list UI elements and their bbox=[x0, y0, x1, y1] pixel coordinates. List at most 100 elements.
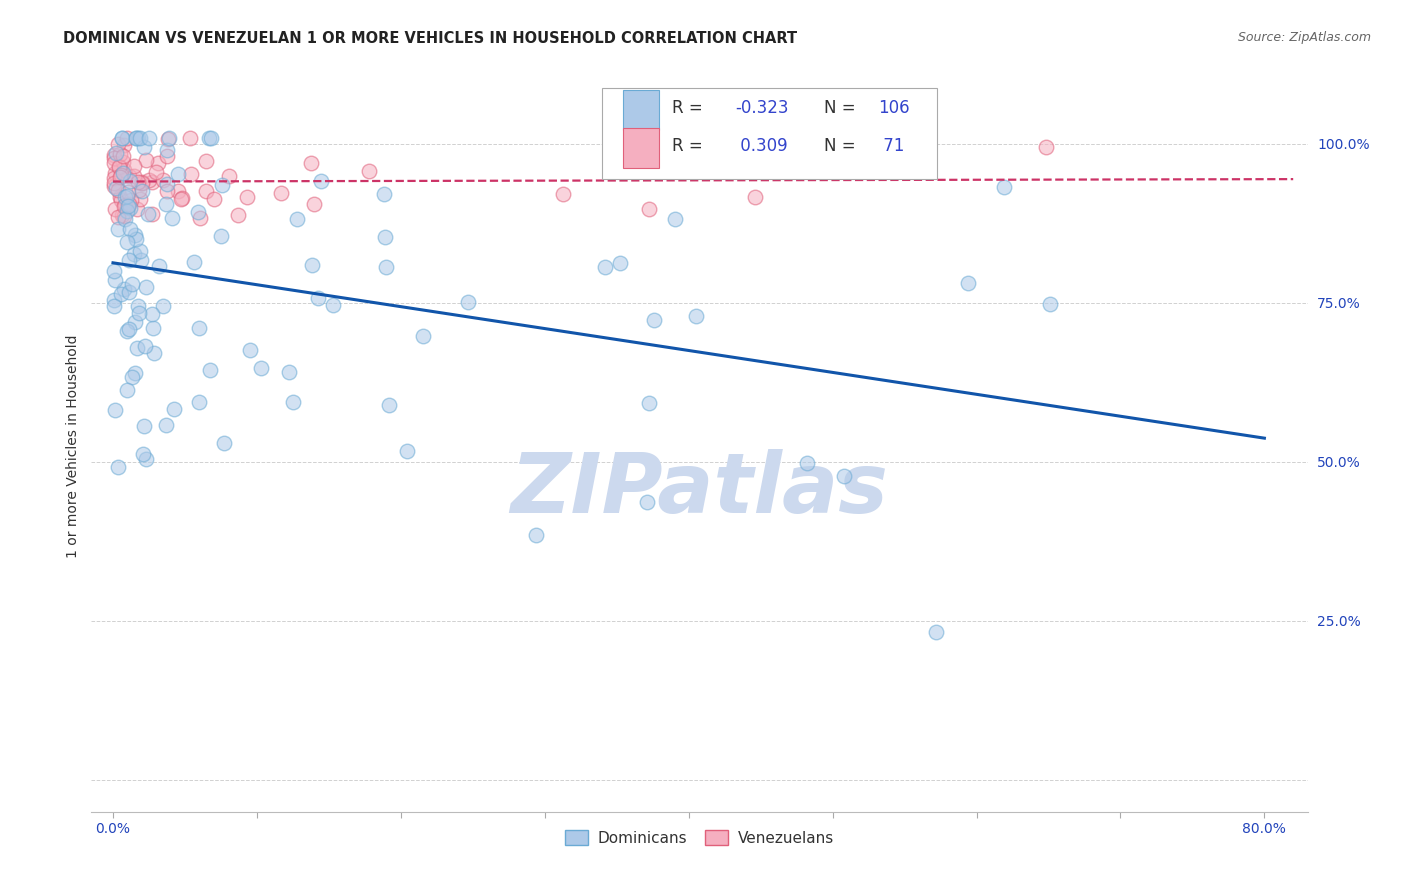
Point bbox=[107, 222, 129, 236]
Point bbox=[270, 186, 292, 200]
Point bbox=[187, 205, 209, 219]
Point bbox=[108, 189, 131, 203]
Point bbox=[107, 460, 129, 475]
Point bbox=[190, 211, 212, 226]
Point bbox=[114, 209, 136, 223]
FancyBboxPatch shape bbox=[602, 87, 936, 179]
Point bbox=[302, 197, 325, 211]
Point bbox=[156, 143, 179, 157]
Point bbox=[118, 322, 141, 336]
Point bbox=[118, 197, 141, 211]
Point bbox=[114, 212, 136, 227]
Text: DOMINICAN VS VENEZUELAN 1 OR MORE VEHICLES IN HOUSEHOLD CORRELATION CHART: DOMINICAN VS VENEZUELAN 1 OR MORE VEHICL… bbox=[63, 31, 797, 46]
Point bbox=[285, 211, 308, 226]
Point bbox=[526, 527, 548, 541]
Point bbox=[107, 160, 129, 174]
Point bbox=[112, 138, 135, 153]
Point bbox=[125, 232, 148, 246]
Point bbox=[118, 253, 141, 268]
Point bbox=[142, 321, 165, 335]
Point bbox=[117, 186, 139, 200]
Text: N =: N = bbox=[824, 99, 860, 117]
Point bbox=[141, 175, 163, 189]
Point bbox=[110, 286, 132, 301]
Point bbox=[129, 130, 152, 145]
Point bbox=[117, 285, 139, 299]
Text: R =: R = bbox=[672, 99, 707, 117]
Point bbox=[250, 360, 273, 375]
Point bbox=[129, 253, 152, 268]
Point bbox=[127, 175, 149, 189]
Point bbox=[277, 365, 299, 379]
Point bbox=[156, 177, 179, 191]
Point bbox=[796, 456, 818, 470]
Point bbox=[115, 324, 138, 338]
Point bbox=[160, 211, 183, 226]
Point bbox=[188, 395, 211, 409]
Point bbox=[198, 363, 221, 377]
Point bbox=[198, 130, 221, 145]
Point bbox=[107, 183, 129, 197]
Point bbox=[135, 452, 157, 467]
Text: R =: R = bbox=[672, 137, 707, 155]
Point bbox=[121, 277, 143, 291]
Text: 106: 106 bbox=[879, 99, 910, 117]
Point bbox=[107, 137, 129, 152]
Point bbox=[226, 208, 249, 222]
Point bbox=[155, 184, 177, 198]
Text: 71: 71 bbox=[879, 137, 904, 155]
Point bbox=[107, 210, 129, 224]
Point bbox=[120, 193, 142, 207]
Point bbox=[685, 309, 707, 323]
Point bbox=[103, 170, 125, 185]
Point bbox=[157, 132, 180, 146]
Point bbox=[131, 176, 153, 190]
Point bbox=[146, 156, 169, 170]
Point bbox=[209, 228, 232, 243]
Point bbox=[114, 168, 136, 182]
Point bbox=[108, 169, 131, 184]
Point bbox=[103, 300, 125, 314]
Point bbox=[108, 147, 131, 161]
Point bbox=[135, 280, 157, 294]
Point bbox=[377, 398, 399, 412]
Point bbox=[121, 370, 143, 384]
Point bbox=[103, 293, 125, 307]
Point bbox=[239, 343, 262, 357]
Point bbox=[157, 130, 180, 145]
Point bbox=[110, 193, 132, 207]
Point bbox=[183, 255, 205, 269]
Point bbox=[128, 183, 150, 197]
Point bbox=[128, 192, 150, 206]
Y-axis label: 1 or more Vehicles in Household: 1 or more Vehicles in Household bbox=[66, 334, 80, 558]
Point bbox=[125, 130, 148, 145]
Point bbox=[395, 444, 418, 458]
Point bbox=[124, 315, 146, 329]
Point bbox=[112, 162, 135, 177]
Point bbox=[152, 299, 174, 313]
Point bbox=[103, 178, 125, 193]
Point bbox=[111, 166, 134, 180]
Point bbox=[188, 321, 211, 335]
Point bbox=[301, 258, 323, 272]
Point bbox=[195, 185, 218, 199]
Point bbox=[104, 145, 127, 160]
Point bbox=[104, 202, 127, 216]
Point bbox=[103, 263, 125, 277]
Point bbox=[166, 184, 188, 198]
Point bbox=[132, 418, 155, 433]
Point bbox=[637, 395, 659, 409]
Text: Source: ZipAtlas.com: Source: ZipAtlas.com bbox=[1237, 31, 1371, 45]
Point bbox=[637, 202, 659, 216]
Bar bbox=[623, 89, 659, 130]
Point bbox=[609, 255, 631, 269]
Point bbox=[212, 436, 235, 450]
Point bbox=[148, 259, 170, 273]
Point bbox=[155, 418, 177, 433]
Point bbox=[744, 190, 766, 204]
Point bbox=[117, 189, 139, 203]
Point bbox=[110, 130, 132, 145]
Point bbox=[108, 159, 131, 173]
Point bbox=[124, 169, 146, 183]
Legend: Dominicans, Venezuelans: Dominicans, Venezuelans bbox=[560, 823, 839, 852]
